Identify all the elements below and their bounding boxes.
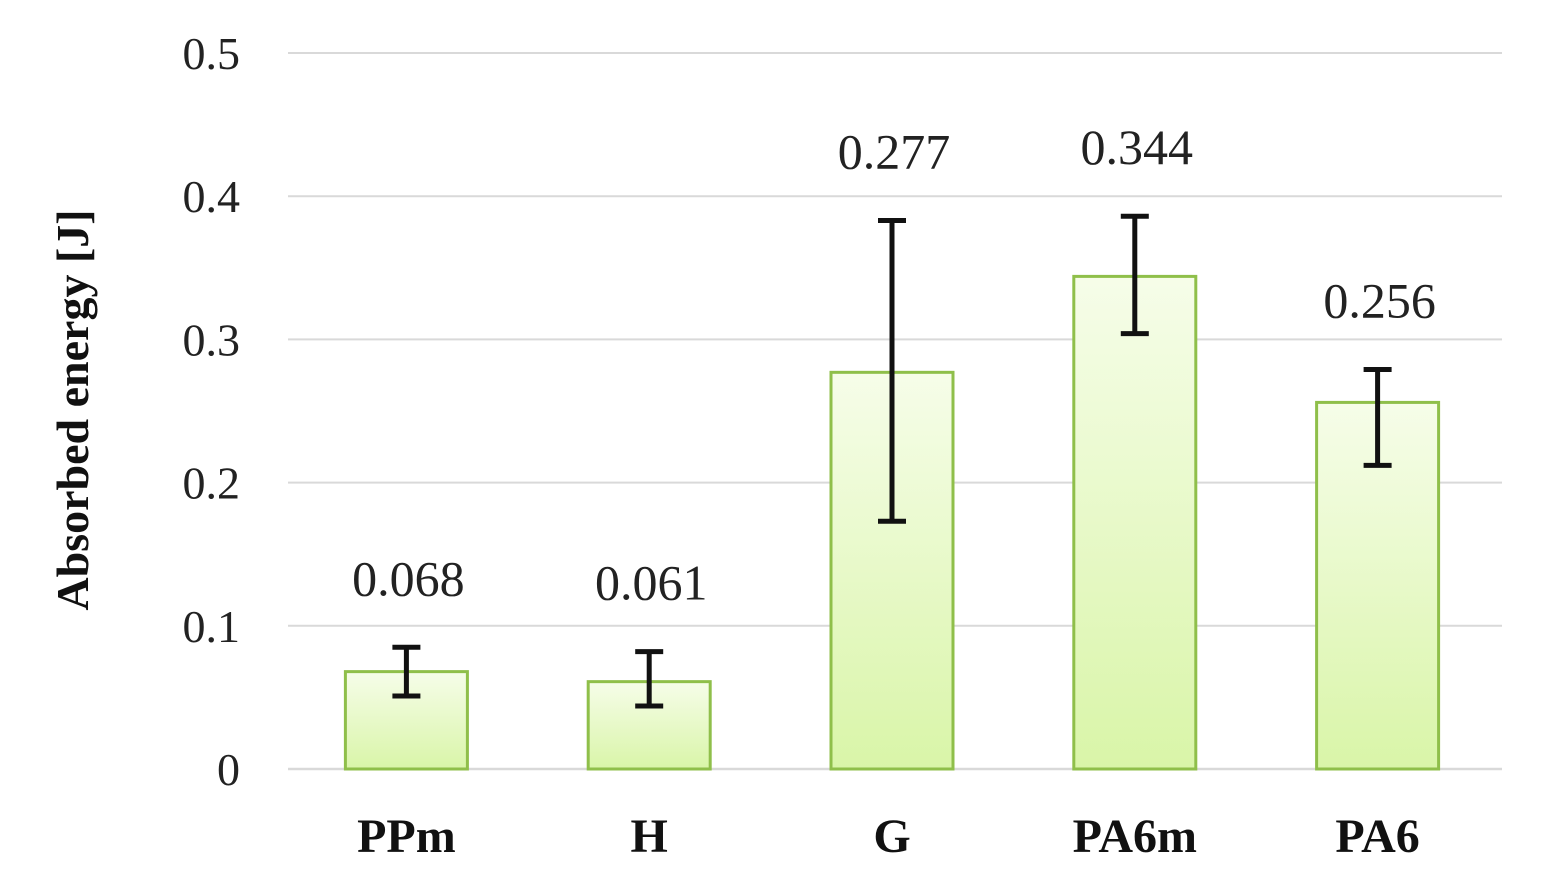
y-tick-label: 0.2 <box>183 458 241 509</box>
y-axis-title: Absorbed energy [J] <box>47 209 98 610</box>
error-bars <box>392 213 1392 709</box>
data-label: 0.277 <box>838 124 951 180</box>
y-axis-tick-labels: 0 0.1 0.2 0.3 0.4 0.5 <box>183 28 241 795</box>
data-labels: 0.068 0.061 0.277 0.344 0.256 <box>352 119 1436 610</box>
data-label: 0.061 <box>595 555 708 611</box>
x-category-label: PPm <box>357 810 456 863</box>
x-category-label: H <box>631 810 668 863</box>
x-axis-category-labels: PPm H G PA6m PA6 <box>357 810 1420 863</box>
y-tick-label: 0.4 <box>183 171 241 222</box>
y-tick-label: 0.5 <box>183 28 241 79</box>
bar <box>1072 274 1198 771</box>
x-category-label: G <box>873 810 910 863</box>
y-tick-label: 0 <box>217 744 240 795</box>
x-category-label: PA6 <box>1335 810 1419 863</box>
data-label: 0.256 <box>1323 272 1436 328</box>
data-label: 0.068 <box>352 550 465 606</box>
x-category-label: PA6m <box>1073 810 1197 863</box>
y-tick-label: 0.3 <box>183 314 241 365</box>
y-tick-label: 0.1 <box>183 601 241 652</box>
data-label: 0.344 <box>1081 119 1194 175</box>
